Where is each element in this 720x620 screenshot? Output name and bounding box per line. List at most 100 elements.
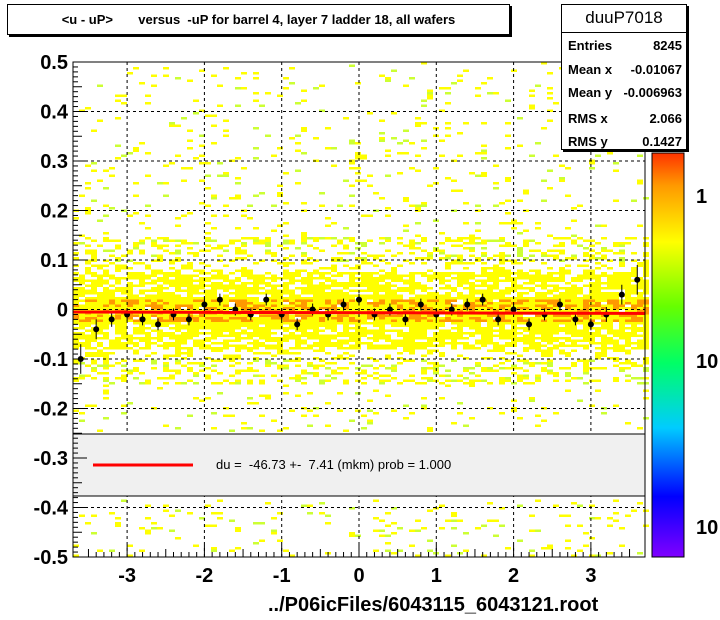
histogram-cell [487,297,493,300]
histogram-cell [319,342,325,345]
histogram-cell [427,184,433,187]
histogram-cell [451,189,457,192]
histogram-cell [103,332,109,335]
histogram-cell [439,344,445,347]
histogram-cell [559,317,565,320]
histogram-cell [151,522,157,525]
histogram-cell [205,309,211,312]
histogram-cell [559,322,565,325]
histogram-cell [211,124,217,127]
histogram-cell [211,427,217,430]
histogram-cell [175,339,181,342]
histogram-cell [367,332,373,335]
histogram-cell [607,294,613,297]
histogram-cell [181,382,187,385]
histogram-cell [85,342,91,345]
histogram-cell [97,354,103,357]
histogram-cell [265,237,271,240]
histogram-cell [91,307,97,310]
histogram-cell [391,409,397,412]
histogram-cell [373,344,379,347]
histogram-cell [229,359,235,362]
histogram-cell [493,344,499,347]
histogram-cell [181,334,187,337]
histogram-cell [121,302,127,305]
histogram-cell [337,372,343,375]
histogram-cell [391,322,397,325]
histogram-cell [337,252,343,255]
histogram-cell [187,329,193,332]
histogram-cell [313,304,319,307]
histogram-cell [253,237,259,240]
histogram-cell [361,214,367,217]
histogram-cell [391,367,397,370]
histogram-cell [229,344,235,347]
x-tick-label: -3 [118,565,136,587]
histogram-cell [601,307,607,310]
histogram-cell [391,272,397,275]
histogram-cell [409,297,415,300]
histogram-cell [319,84,325,87]
histogram-cell [73,297,79,300]
histogram-cell [103,372,109,375]
histogram-cell [271,284,277,287]
histogram-cell [307,277,313,280]
histogram-cell [343,339,349,342]
histogram-cell [211,74,217,77]
histogram-cell [637,282,643,285]
histogram-cell [397,342,403,345]
histogram-cell [499,222,505,225]
histogram-cell [631,292,637,295]
histogram-cell [517,277,523,280]
histogram-cell [517,539,523,542]
histogram-cell [295,149,301,152]
histogram-cell [595,332,601,335]
histogram-cell [403,337,409,340]
histogram-cell [277,364,283,367]
histogram-cell [301,309,307,312]
histogram-cell [397,339,403,342]
histogram-cell [349,204,355,207]
histogram-cell [235,527,241,530]
histogram-cell [217,372,223,375]
histogram-cell [445,307,451,310]
histogram-cell [217,517,223,520]
histogram-cell [247,274,253,277]
histogram-cell [535,529,541,532]
histogram-cell [343,324,349,327]
histogram-cell [445,294,451,297]
histogram-cell [343,319,349,322]
histogram-cell [451,82,457,85]
histogram-cell [577,287,583,290]
histogram-cell [283,322,289,325]
histogram-cell [283,309,289,312]
histogram-cell [589,284,595,287]
histogram-cell [379,307,385,310]
histogram-cell [421,294,427,297]
histogram-cell [325,322,331,325]
histogram-cell [307,324,313,327]
histogram-cell [451,519,457,522]
histogram-cell [571,324,577,327]
y-tick-label: -0.5 [34,547,68,569]
histogram-cell [493,534,499,537]
histogram-cell [529,334,535,337]
histogram-cell [625,349,631,352]
histogram-cell [529,317,535,320]
histogram-cell [565,354,571,357]
histogram-cell [451,317,457,320]
histogram-cell [643,259,649,262]
histogram-cell [361,342,367,345]
histogram-cell [541,307,547,310]
histogram-cell [547,277,553,280]
histogram-cell [103,287,109,290]
histogram-cell [223,299,229,302]
histogram-cell [469,299,475,302]
histogram-cell [223,277,229,280]
histogram-cell [409,292,415,295]
histogram-cell [385,249,391,252]
histogram-cell [493,294,499,297]
histogram-cell [157,247,163,250]
stats-value: -0.006963 [623,85,682,100]
histogram-cell [241,304,247,307]
